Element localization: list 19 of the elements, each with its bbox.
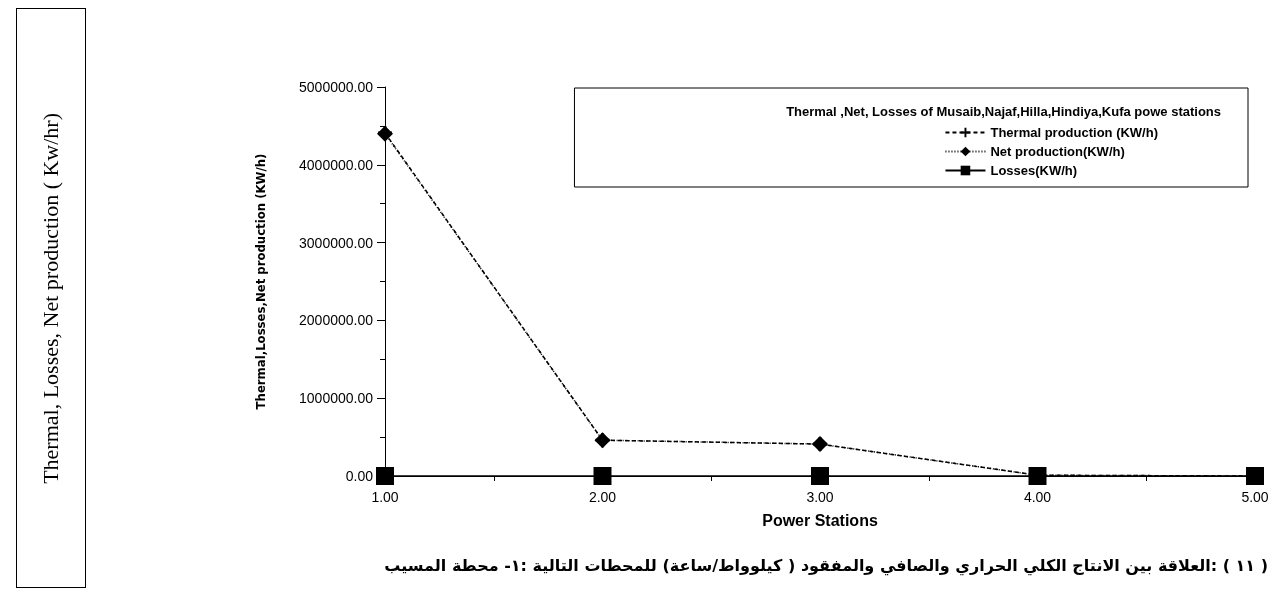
x-axis-title: Power Stations (762, 511, 878, 529)
legend-label: Thermal production (KW/h) (990, 125, 1159, 140)
y-tick-label: 2000000.00 (299, 312, 374, 329)
y-tick-label: 0.00 (345, 468, 374, 484)
x-tick-label: 3.00 (806, 489, 834, 505)
x-tick-label: 2.00 (588, 489, 617, 505)
text: ( ١١ ) :العلاقة بين الانتاج الكلي الحراري والصافي والمفقود ( كيلوواط/ساعة) للمحطات التالية :١- محطة المسيب (384, 556, 1268, 575)
y-tick-label: 1000000.00 (299, 390, 374, 407)
y-tick-label: 5000000.00 (299, 79, 374, 95)
legend-label: Net production(KW/h) (990, 144, 1125, 159)
y-tick-label: 3000000.00 (299, 234, 374, 251)
x-tick-label: 1.00 (371, 489, 399, 505)
x-tick-label: 5.00 (1241, 489, 1269, 505)
y-tick-label: 4000000.00 (299, 156, 374, 173)
text: Thermal, Losses, Net production ( Kw/hr) (38, 112, 64, 484)
x-tick-label: 4.00 (1023, 489, 1052, 505)
legend-title: Thermal ,Net, Losses of Musaib,Najaf,Hilla,Hindiya,Kufa powe stations (786, 104, 1222, 119)
legend-label: Losses(KW/h) (990, 163, 1078, 178)
y-axis-title: Thermal,Losses,Net production (KW/h) (253, 153, 268, 410)
